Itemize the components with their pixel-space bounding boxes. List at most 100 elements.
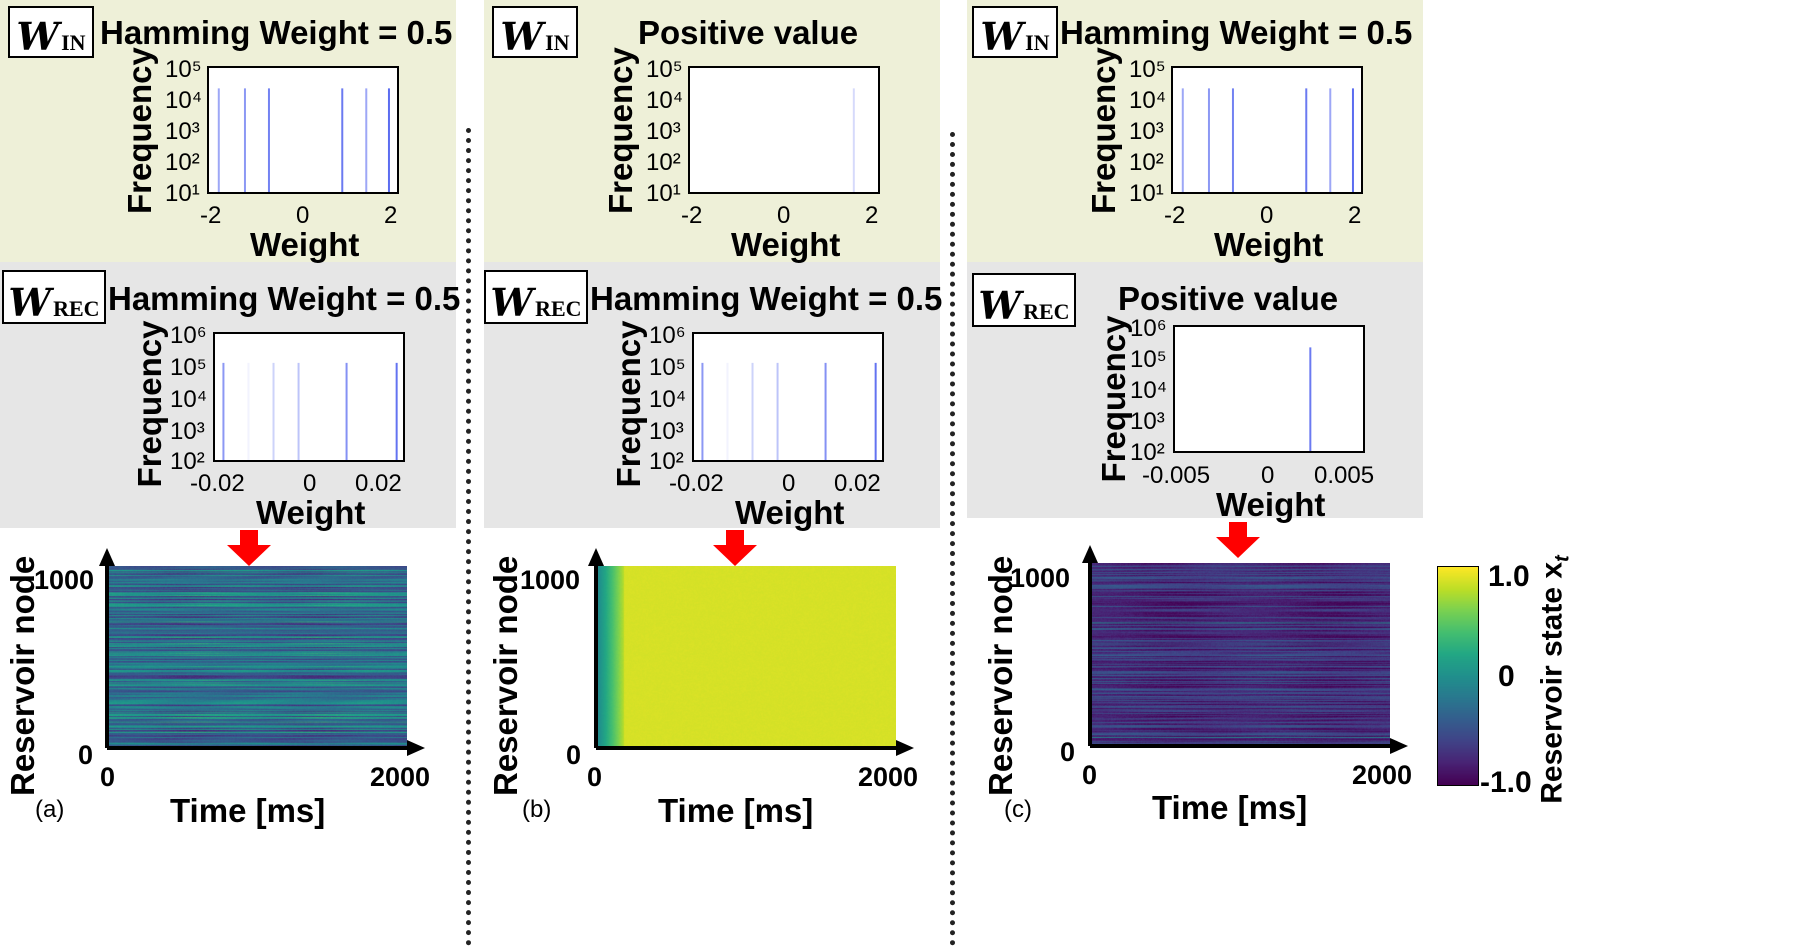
win-a-xtick: 0: [296, 202, 310, 229]
hm-a-xtick: 0: [100, 762, 116, 792]
wrec-hist-c-frame: [1173, 325, 1365, 453]
win-b-ylabel: Frequency: [602, 47, 639, 214]
wrec-a-ytick: 10³: [170, 418, 205, 445]
wrec-b-ytick: 10³: [649, 418, 684, 445]
hm-b-xtick: 2000: [858, 762, 919, 792]
win-c-ytick: 10³: [1129, 118, 1164, 145]
wrec-b-xtick: 0: [782, 470, 796, 497]
hm-a-ytick: 0: [78, 740, 94, 770]
colorbar-title-text: Reservoir state x: [1535, 561, 1569, 804]
colorbar-tick: 1.0: [1488, 560, 1530, 593]
colorbar-title-sub: t: [1551, 555, 1574, 562]
heatmap-c-xaxis-arrowhead: [1390, 738, 1408, 754]
hm-c-xtick: 2000: [1352, 760, 1413, 790]
wrec-c-xlabel: Weight: [1216, 486, 1326, 523]
win-title-a: Hamming Weight = 0.5: [100, 14, 453, 51]
wrec-c-xtick: -0.005: [1142, 462, 1211, 489]
wrec-c-ytick: 10⁶: [1130, 315, 1167, 342]
win-b-xtick: 0: [777, 202, 791, 229]
w-in-box-c: W IN: [972, 6, 1058, 58]
win-c-ytick: 10²: [1129, 149, 1164, 176]
hm-b-xtick: 0: [587, 762, 603, 792]
red-arrow-head-0: [227, 545, 271, 566]
w-symbol: W: [8, 280, 52, 325]
hm-b-ylabel: Reservoir node: [487, 555, 524, 796]
wrec-hist-a-frame: [213, 332, 405, 462]
red-arrow-shaft-0: [240, 530, 258, 546]
win-b-ytick: 10⁴: [646, 87, 684, 114]
wrec-c-ytick: 10²: [1130, 439, 1165, 466]
win-b-xtick: -2: [681, 202, 703, 229]
colorbar-tick: -1.0: [1480, 766, 1532, 799]
win-c-xtick: 2: [1348, 202, 1362, 229]
win-c-xtick: -2: [1164, 202, 1186, 229]
hm-c-ylabel: Reservoir node: [982, 555, 1019, 796]
wrec-b-ylabel: Frequency: [610, 320, 647, 488]
w-symbol: W: [500, 14, 544, 59]
w-rec-box-b: W REC: [484, 270, 588, 324]
wrec-a-xtick: -0.02: [190, 470, 245, 497]
wrec-title-c: Positive value: [1118, 280, 1339, 317]
hm-c-ytick: 0: [1060, 737, 1076, 767]
hm-a-xlabel: Time [ms]: [170, 792, 326, 829]
w-rec-box-a: W REC: [2, 270, 106, 324]
win-a-ylabel: Frequency: [121, 47, 158, 214]
panel-letter-b: (b): [522, 796, 552, 823]
win-a-ytick: 10⁴: [165, 87, 203, 114]
w-in-box-a: W IN: [8, 6, 94, 58]
wrec-b-xtick: 0.02: [834, 470, 881, 497]
w-symbol: W: [980, 14, 1024, 59]
hm-a-ytick: 1000: [34, 565, 95, 595]
w-in-box-b: W IN: [492, 6, 578, 58]
red-arrow-shaft-2: [1229, 522, 1247, 538]
wrec-b-xtick: -0.02: [669, 470, 724, 497]
win-a-ytick: 10⁵: [165, 56, 202, 83]
heatmap-c-yaxis-arrowhead: [1082, 545, 1098, 563]
wrec-c-ytick: 10⁴: [1130, 377, 1168, 404]
hm-c-xtick: 0: [1082, 760, 1098, 790]
win-a-xtick: 2: [384, 202, 398, 229]
colorbar: [1437, 566, 1479, 786]
reservoir-heatmap-c: [1090, 563, 1390, 746]
win-c-ytick: 10⁴: [1129, 87, 1167, 114]
w-symbol: W: [490, 280, 534, 325]
heatmap-b-yaxis-arrowhead: [588, 548, 604, 566]
heatmap-b-xaxis-arrowhead: [896, 740, 914, 756]
w-subscript: IN: [545, 30, 570, 55]
wrec-a-xtick: 0: [303, 470, 317, 497]
hm-b-ytick: 1000: [520, 565, 581, 595]
heatmap-a-xaxis-arrowhead: [407, 740, 425, 756]
panel-letter-c: (c): [1004, 796, 1032, 823]
wrec-c-ytick: 10³: [1130, 408, 1165, 435]
win-a-ytick: 10¹: [165, 180, 200, 207]
w-subscript: REC: [535, 296, 582, 321]
wrec-a-ytick: 10⁵: [170, 354, 207, 381]
wrec-a-xlabel: Weight: [256, 494, 366, 531]
hm-b-xlabel: Time [ms]: [658, 792, 814, 829]
hm-a-xtick: 2000: [370, 762, 431, 792]
hm-c-ytick: 1000: [1010, 563, 1071, 593]
win-b-ytick: 10³: [646, 118, 681, 145]
win-title-b: Positive value: [638, 14, 859, 51]
panel-letter-a: (a): [35, 796, 65, 823]
win-title-c: Hamming Weight = 0.5: [1060, 14, 1413, 51]
win-a-ytick: 10²: [165, 149, 200, 176]
hm-b-ytick: 0: [566, 740, 582, 770]
w-rec-box-c: W REC: [972, 273, 1076, 327]
separator-ab: [466, 128, 471, 946]
wrec-a-ylabel: Frequency: [131, 320, 168, 488]
w-subscript: REC: [1023, 299, 1070, 324]
wrec-c-xtick: 0.005: [1314, 462, 1375, 489]
wrec-b-xlabel: Weight: [735, 494, 845, 531]
wrec-a-ytick: 10⁴: [170, 386, 208, 413]
win-b-ytick: 10¹: [646, 180, 681, 207]
wrec-b-ytick: 10²: [649, 448, 684, 475]
wrec-c-ytick: 10⁵: [1130, 346, 1167, 373]
wrec-a-ytick: 10⁶: [170, 322, 207, 349]
win-b-xlabel: Weight: [731, 226, 841, 263]
colorbar-tick: 0: [1498, 660, 1515, 693]
reservoir-heatmap-a: [107, 566, 407, 748]
w-subscript: IN: [1025, 30, 1050, 55]
win-c-ytick: 10¹: [1129, 180, 1164, 207]
wrec-a-xtick: 0.02: [355, 470, 402, 497]
